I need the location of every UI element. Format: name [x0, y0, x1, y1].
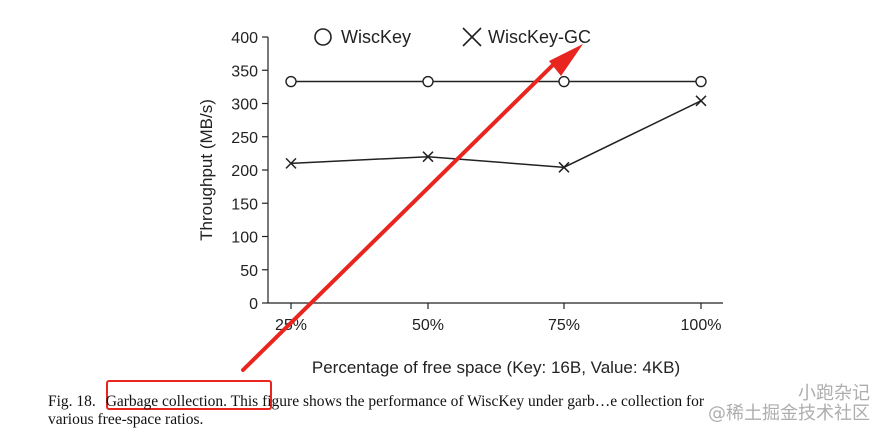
x-axis-title: Percentage of free space (Key: 16B, Valu… [312, 358, 680, 377]
y-tick-label: 250 [231, 130, 258, 147]
x-ticks: 25%50%75%100% [275, 303, 721, 334]
legend-circle-marker [314, 28, 332, 46]
watermark-line1: 小跑杂记 [798, 383, 870, 404]
y-tick-label: 50 [240, 263, 258, 280]
data-point-wisckey-gc [695, 95, 707, 107]
y-tick-label: 100 [231, 230, 258, 247]
chart-axes [267, 37, 723, 304]
x-tick-label: 100% [681, 317, 722, 334]
y-tick-label: 150 [231, 196, 258, 213]
caption-highlight-box [106, 380, 272, 410]
figure-caption: Fig. 18. Garbage collection. This figure… [48, 393, 872, 429]
data-point-wisckey [285, 75, 297, 88]
caption-text-line1: This figure shows the performance of Wis… [230, 393, 595, 410]
x-tick-label: 50% [412, 317, 444, 334]
legend-label-wisckey: WiscKey [341, 27, 411, 47]
series-layer [285, 75, 707, 173]
legend-label-wisckey-gc: WiscKey-GC [488, 27, 591, 47]
watermark-line2: @稀土掘金技术社区 [708, 403, 870, 424]
legend-x-marker [462, 27, 482, 47]
y-tick-label: 300 [231, 97, 258, 114]
y-tick-label: 350 [231, 63, 258, 80]
caption-title: Garbage collection. [105, 393, 228, 410]
y-tick-label: 0 [249, 296, 258, 313]
data-point-wisckey [558, 75, 570, 88]
y-tick-label: 200 [231, 163, 258, 180]
caption-figure-label: Fig. 18. [48, 393, 96, 410]
data-point-wisckey [695, 75, 707, 88]
y-tick-label: 400 [231, 30, 258, 47]
data-point-wisckey [422, 75, 434, 88]
legend: WiscKey WiscKey-GC [314, 27, 591, 47]
data-point-wisckey-gc [558, 161, 570, 173]
data-point-wisckey-gc [285, 157, 297, 169]
watermark: 小跑杂记 @稀土掘金技术社区 [708, 384, 870, 424]
red-annotation-arrow [241, 44, 583, 372]
caption-text-line1-end: …e collection for [594, 393, 705, 410]
y-ticks: 0 50 100 150 200 250 300 350 400 [231, 30, 268, 313]
x-tick-label: 75% [548, 317, 580, 334]
series-line-wisckey-gc [290, 100, 702, 169]
y-axis-title: Throughput (MB/s) [197, 99, 216, 241]
caption-text-line2: various free-space ratios. [48, 411, 204, 428]
data-point-wisckey-gc [422, 151, 434, 163]
